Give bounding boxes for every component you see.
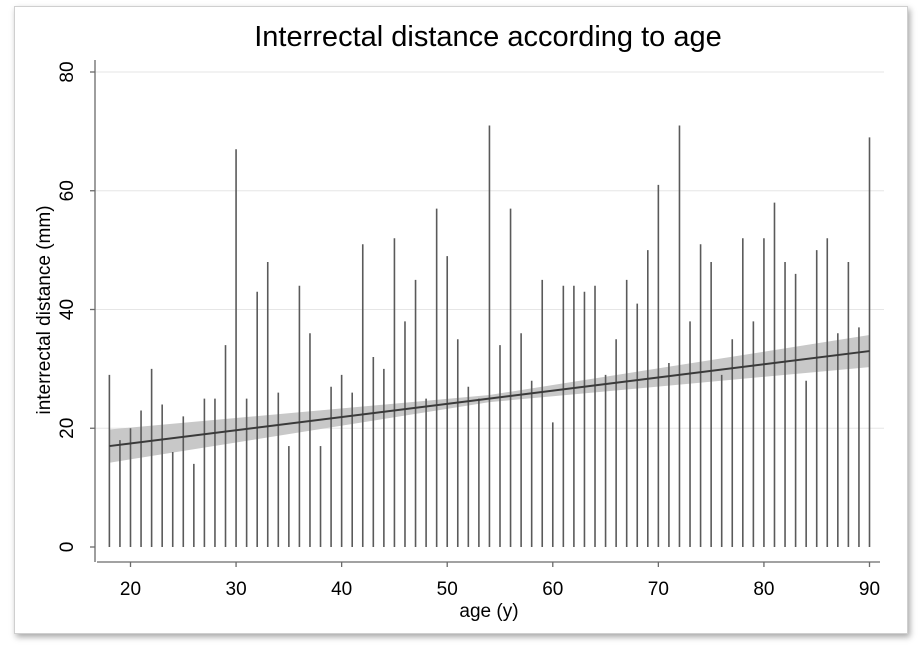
fitted-line-layer xyxy=(109,350,870,448)
y-axis-label: interrectal distance (mm) xyxy=(34,205,55,414)
x-tick-label: 90 xyxy=(859,579,880,600)
chart-title: Interrectal distance according to age xyxy=(254,21,722,53)
y-tick-label: 40 xyxy=(57,299,78,320)
x-tick-label: 30 xyxy=(226,579,247,600)
x-tick-label: 80 xyxy=(753,579,774,600)
x-axis-label: age (y) xyxy=(459,601,518,622)
y-tick-label: 80 xyxy=(57,61,78,82)
y-tick-label: 0 xyxy=(57,542,78,553)
x-tick-label: 50 xyxy=(437,579,458,600)
x-tick-label: 60 xyxy=(542,579,563,600)
fitted-line xyxy=(109,350,870,448)
x-tick-label: 70 xyxy=(648,579,669,600)
x-tick-label: 20 xyxy=(120,579,141,600)
y-tick-label: 20 xyxy=(57,418,78,439)
spikes-layer xyxy=(108,125,871,547)
y-tick-label: 60 xyxy=(57,180,78,201)
x-tick-label: 40 xyxy=(331,579,352,600)
chart-frame xyxy=(14,6,908,634)
axes: 0 20 40 60 80 20 30 40 50 60 70 80 90 xyxy=(57,60,880,600)
